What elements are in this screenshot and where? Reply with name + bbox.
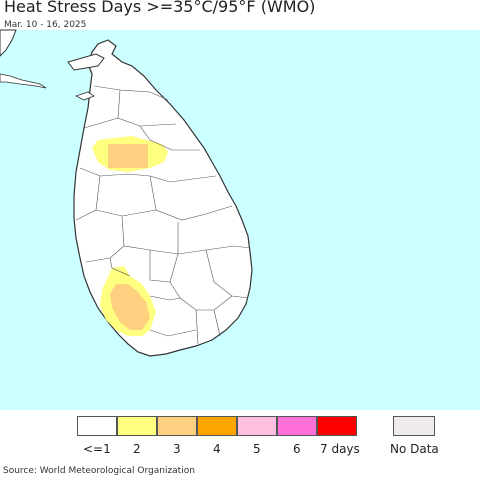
legend-swatch-5 bbox=[237, 416, 277, 436]
legend-swatch-1 bbox=[77, 416, 117, 436]
legend-label-3: 3 bbox=[173, 442, 181, 456]
sri-lanka-map bbox=[0, 29, 253, 357]
district-boundaries bbox=[75, 85, 251, 345]
heat-zone-3day-north-core bbox=[108, 144, 148, 168]
heat-zone-south-3day bbox=[110, 284, 150, 330]
india-coast bbox=[0, 29, 17, 57]
source-credit: Source: World Meteorological Organizatio… bbox=[3, 466, 195, 476]
legend-label-6: 6 bbox=[293, 442, 301, 456]
legend-swatch-3 bbox=[157, 416, 197, 436]
legend-label-2: 2 bbox=[133, 442, 141, 456]
rameswaram-coast bbox=[0, 73, 47, 89]
legend-label-5: 5 bbox=[253, 442, 261, 456]
legend-label-1: <=1 bbox=[83, 442, 111, 456]
legend-label-4: 4 bbox=[213, 442, 221, 456]
sri-lanka-landmass bbox=[73, 39, 253, 357]
legend-swatch-2 bbox=[117, 416, 157, 436]
legend-swatch-7 bbox=[317, 416, 357, 436]
jaffna-peninsula bbox=[67, 53, 105, 71]
map-title: Heat Stress Days >=35°C/95°F (WMO) bbox=[4, 0, 316, 16]
legend-swatch-no-data bbox=[393, 416, 435, 436]
date-range: Mar. 10 - 16, 2025 bbox=[4, 20, 87, 30]
legend-label-no-data: No Data bbox=[390, 442, 439, 456]
legend-label-7: 7 days bbox=[320, 442, 360, 456]
legend-swatch-4 bbox=[197, 416, 237, 436]
legend-swatch-6 bbox=[277, 416, 317, 436]
mannar-island bbox=[74, 91, 95, 101]
